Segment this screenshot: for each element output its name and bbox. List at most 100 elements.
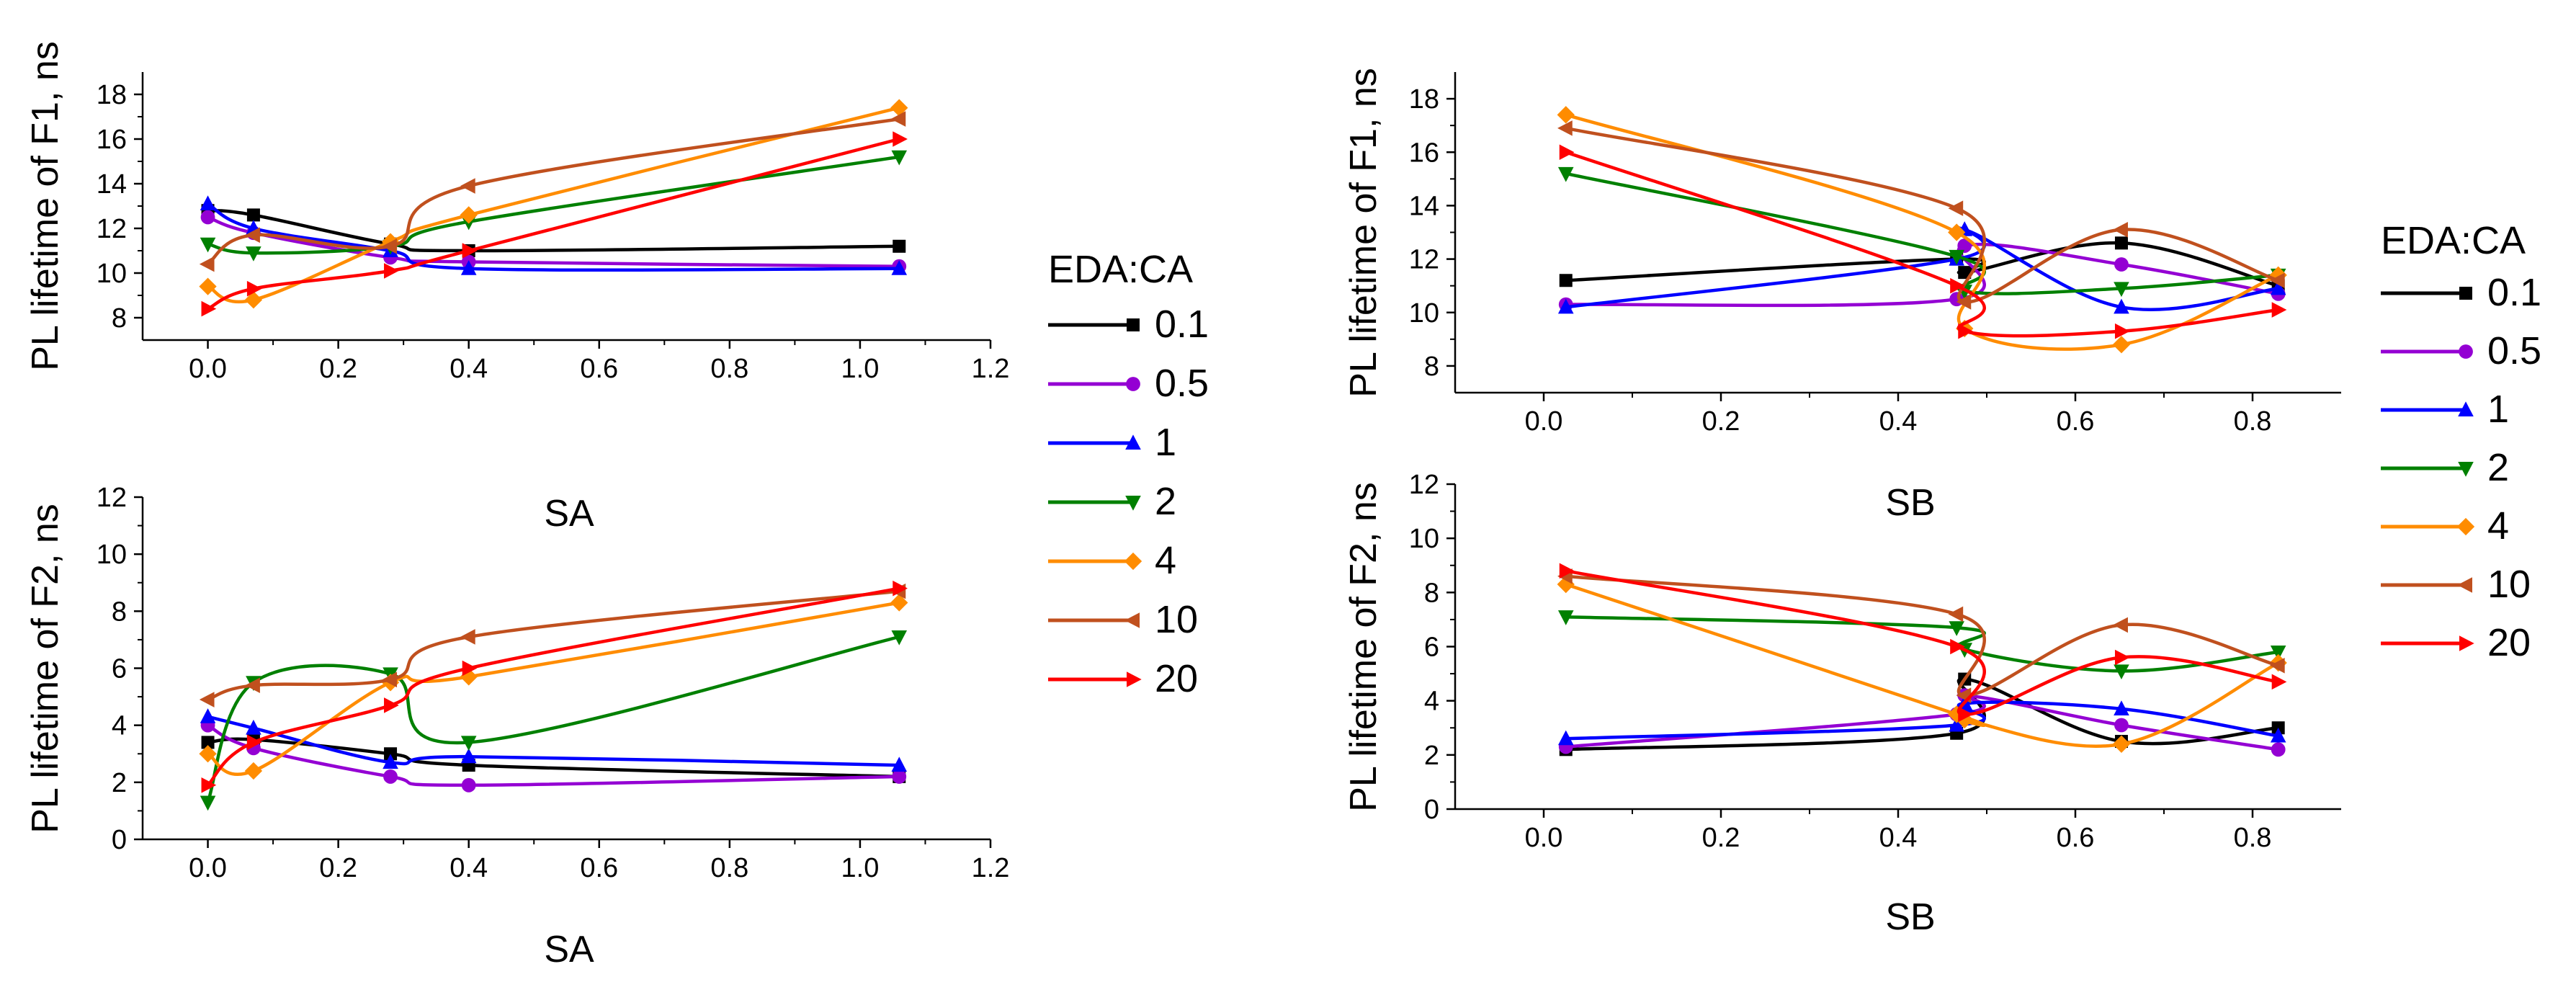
legend-marker [1127, 318, 1140, 331]
data-point [1557, 106, 1575, 124]
legend-label: 4 [2487, 504, 2509, 548]
data-point [1948, 223, 1966, 241]
x-tick-label: 0.0 [1525, 823, 1563, 853]
data-point [244, 762, 263, 780]
series-4 [199, 594, 908, 780]
y-tick-label: 8 [1424, 578, 1439, 608]
legend-marker [2459, 344, 2473, 359]
data-point [200, 210, 215, 225]
data-point [892, 769, 907, 784]
y-tick-label: 16 [1409, 138, 1439, 168]
data-point [199, 745, 217, 763]
data-point [199, 277, 217, 295]
y-tick-label: 12 [97, 214, 127, 244]
y-tick-label: 10 [1409, 524, 1439, 554]
legend-entry: 2 [1048, 480, 1176, 523]
y-tick-label: 2 [1424, 741, 1439, 771]
data-point [2114, 323, 2130, 339]
data-point [383, 754, 398, 769]
data-point [1557, 166, 1574, 182]
data-point [1949, 716, 1964, 732]
series-line [1564, 113, 2280, 351]
legend-marker [1125, 434, 1141, 450]
legend-marker [2456, 517, 2475, 536]
legend-label: 10 [1155, 598, 1198, 641]
x-tick-label: 0.2 [1702, 823, 1740, 853]
x-tick-label: 0.8 [2234, 823, 2272, 853]
x-axis-label: SB [1885, 896, 1935, 938]
x-tick-label: 0.8 [710, 853, 748, 883]
x-axis-label: SB [1885, 482, 1935, 524]
legend-label: 20 [1155, 657, 1198, 700]
data-point [1559, 274, 1573, 287]
x-tick-label: 0.4 [450, 354, 488, 384]
legend: EDA:CA 0.1 0.5 1 2 4 10 20 [2381, 219, 2541, 664]
legend-marker [1125, 496, 1141, 511]
x-tick-label: 0.2 [1702, 406, 1740, 437]
data-point [383, 769, 398, 784]
x-tick-label: 0.4 [1879, 823, 1918, 853]
data-point [1557, 730, 1574, 746]
series-4 [1557, 106, 2287, 354]
data-point [1948, 606, 1964, 622]
series-line [1564, 242, 2280, 308]
y-tick-label: 14 [1409, 191, 1439, 221]
x-tick-label: 0.6 [2057, 823, 2095, 853]
series-line [1564, 151, 2280, 338]
y-axis-label: PL lifetime of F1, ns [24, 41, 66, 371]
legend-marker [2459, 635, 2474, 651]
series-4 [199, 99, 908, 309]
data-point [1557, 120, 1573, 136]
legend-label: 10 [2487, 563, 2531, 606]
legend-label: 0.1 [2487, 271, 2541, 314]
y-tick-label: 4 [112, 711, 127, 741]
legend-marker [1127, 671, 1142, 687]
data-point [1557, 298, 1574, 314]
x-tick-label: 0.6 [580, 354, 618, 384]
data-point [893, 580, 908, 597]
data-point [460, 260, 477, 275]
series-line [1564, 226, 2280, 312]
y-tick-label: 6 [1424, 633, 1439, 663]
legend-label: 2 [1155, 480, 1176, 523]
data-point [460, 178, 475, 194]
series-line [206, 635, 901, 804]
data-point [1949, 621, 1964, 636]
data-point [2112, 735, 2131, 753]
data-point [200, 795, 216, 811]
data-point [460, 629, 475, 645]
data-point [890, 594, 908, 612]
legend-entry: 20 [2381, 621, 2531, 664]
data-point [201, 736, 215, 749]
data-point [1957, 238, 1972, 253]
data-point [893, 131, 908, 147]
data-point [2114, 257, 2129, 272]
chart-sa-f1: 0.0 0.2 0.4 0.6 0.8 1.0 1.2 8 10 12 14 16 18 SA PL lif… [24, 41, 1009, 535]
data-point [2270, 646, 2286, 661]
legend-marker [2459, 287, 2472, 300]
series-2 [1557, 610, 2286, 680]
series-1 [1557, 221, 2286, 314]
data-point [201, 300, 217, 317]
y-tick-label: 6 [112, 654, 127, 684]
data-point [199, 256, 215, 272]
y-axis-label: PL lifetime of F1, ns [1343, 68, 1385, 398]
legend: EDA:CA 0.1 0.5 1 2 4 10 20 [1048, 248, 1209, 700]
data-point [2114, 236, 2128, 250]
x-axis-label: SA [544, 929, 594, 970]
y-tick-label: 2 [112, 768, 127, 798]
chart-sa-f2: 0.0 0.2 0.4 0.6 0.8 1.0 1.2 0 2 4 6 8 10 12 SA PL lifet… [24, 483, 1009, 970]
data-point [2112, 336, 2131, 354]
series-line [1564, 615, 2280, 673]
x-tick-label: 0.6 [2057, 406, 2095, 437]
y-tick-label: 18 [1409, 84, 1439, 115]
data-point [2114, 298, 2129, 314]
legend-title: EDA:CA [2381, 219, 2526, 262]
series-1 [200, 708, 908, 772]
series-line [1564, 582, 2280, 748]
series-0.1 [201, 204, 906, 257]
legend-marker [1124, 552, 1142, 571]
data-point [200, 708, 216, 723]
data-point [246, 280, 262, 297]
data-point [246, 208, 260, 222]
